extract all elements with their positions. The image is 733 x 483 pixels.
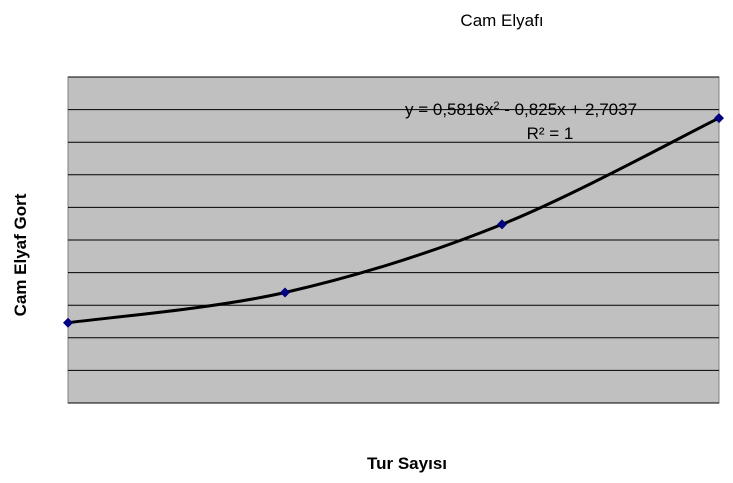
trendline-r-squared: R² = 1 <box>527 124 574 143</box>
equation-exponent: 2 <box>493 100 499 112</box>
x-axis-label: Tur Sayısı <box>367 454 447 473</box>
data-point <box>63 317 73 328</box>
trendline-equation: y = 0,5816x2 - 0,825x + 2,7037 <box>405 100 637 119</box>
data-point <box>497 219 507 230</box>
chart-title: Cam Elyafı <box>460 11 543 30</box>
data-point <box>280 287 290 298</box>
y-axis-label: Cam Elyaf Gort <box>11 193 30 316</box>
plot-area <box>63 76 724 404</box>
equation-part: - 0,825x + 2,7037 <box>500 100 638 119</box>
data-point <box>714 113 724 124</box>
trendline <box>67 116 720 325</box>
equation-part: y = 0,5816x <box>405 100 494 119</box>
